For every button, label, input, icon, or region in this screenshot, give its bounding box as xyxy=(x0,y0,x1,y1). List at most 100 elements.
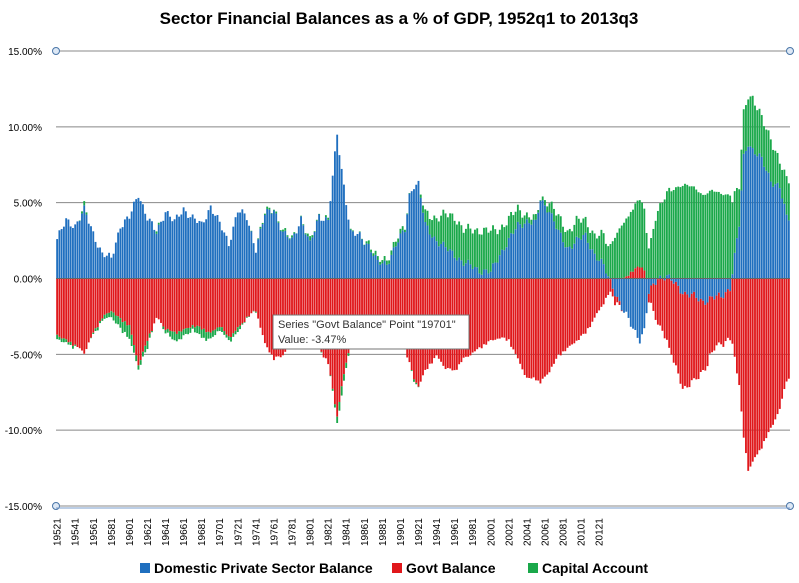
bar-govt[interactable] xyxy=(302,278,305,345)
bar-private[interactable] xyxy=(530,224,533,279)
bar-private[interactable] xyxy=(67,219,70,279)
bar-capital[interactable] xyxy=(708,190,711,279)
bar-capital[interactable] xyxy=(769,139,772,182)
bar-capital[interactable] xyxy=(198,326,201,335)
bar-private[interactable] xyxy=(708,278,711,297)
bar-private[interactable] xyxy=(740,190,743,279)
bar-private[interactable] xyxy=(713,278,716,300)
bar-private[interactable] xyxy=(410,191,413,279)
bar-govt[interactable] xyxy=(205,278,208,333)
bar-govt[interactable] xyxy=(288,278,291,340)
bar-govt[interactable] xyxy=(675,281,677,366)
bar-private[interactable] xyxy=(404,232,406,279)
bar-govt[interactable] xyxy=(469,278,472,356)
bar-govt[interactable] xyxy=(248,278,251,317)
bar-private[interactable] xyxy=(607,276,610,279)
bar-capital[interactable] xyxy=(625,218,628,277)
bar-govt[interactable] xyxy=(121,278,124,323)
bar-govt[interactable] xyxy=(760,278,763,449)
bar-capital[interactable] xyxy=(557,214,560,230)
bar-govt[interactable] xyxy=(492,278,494,341)
bar-capital[interactable] xyxy=(679,187,682,279)
bar-private[interactable] xyxy=(426,225,429,279)
bar-private[interactable] xyxy=(309,240,311,279)
bar-capital[interactable] xyxy=(279,230,282,231)
bar-govt[interactable] xyxy=(363,278,366,335)
bar-govt[interactable] xyxy=(241,278,244,324)
bar-capital[interactable] xyxy=(632,209,634,272)
bar-govt[interactable] xyxy=(611,288,614,297)
bar-capital[interactable] xyxy=(184,328,187,334)
bar-govt[interactable] xyxy=(756,278,759,455)
bar-govt[interactable] xyxy=(600,278,603,307)
bar-capital[interactable] xyxy=(232,333,235,337)
legend-swatch-private[interactable] xyxy=(140,563,150,573)
bar-private[interactable] xyxy=(72,227,74,279)
bar-govt[interactable] xyxy=(580,278,583,336)
bar-capital[interactable] xyxy=(243,322,246,323)
bar-capital[interactable] xyxy=(516,204,519,222)
bar-capital[interactable] xyxy=(544,200,546,206)
bar-private[interactable] xyxy=(146,220,149,279)
bar-private[interactable] xyxy=(245,220,248,279)
bar-govt[interactable] xyxy=(749,278,752,467)
bar-capital[interactable] xyxy=(638,200,641,268)
bar-capital[interactable] xyxy=(126,325,129,337)
bar-capital[interactable] xyxy=(713,191,716,279)
bar-private[interactable] xyxy=(69,226,72,279)
bar-private[interactable] xyxy=(487,273,490,279)
bar-capital[interactable] xyxy=(672,190,675,279)
bar-govt[interactable] xyxy=(708,296,711,354)
bar-private[interactable] xyxy=(87,223,90,279)
bar-capital[interactable] xyxy=(406,213,409,215)
bar-capital[interactable] xyxy=(742,109,745,154)
bar-capital[interactable] xyxy=(304,233,307,235)
bar-private[interactable] xyxy=(618,278,621,302)
bar-capital[interactable] xyxy=(372,253,375,257)
bar-private[interactable] xyxy=(598,260,601,279)
bar-capital[interactable] xyxy=(397,238,400,243)
bar-capital[interactable] xyxy=(365,241,368,244)
bar-govt[interactable] xyxy=(200,278,203,330)
bar-govt[interactable] xyxy=(399,278,402,338)
bar-govt[interactable] xyxy=(541,278,544,379)
bar-capital[interactable] xyxy=(462,232,465,266)
bar-capital[interactable] xyxy=(431,220,433,238)
bar-govt[interactable] xyxy=(254,278,257,312)
bar-private[interactable] xyxy=(591,249,594,279)
bar-capital[interactable] xyxy=(605,243,607,274)
bar-private[interactable] xyxy=(532,219,535,279)
bar-private[interactable] xyxy=(541,200,544,279)
bar-private[interactable] xyxy=(589,249,592,279)
bar-capital[interactable] xyxy=(602,233,605,265)
bar-private[interactable] xyxy=(191,214,194,279)
bar-govt[interactable] xyxy=(602,278,605,305)
bar-capital[interactable] xyxy=(609,243,612,279)
bar-govt[interactable] xyxy=(178,278,181,332)
bar-capital[interactable] xyxy=(92,332,95,334)
bar-capital[interactable] xyxy=(110,311,113,318)
bar-govt[interactable] xyxy=(742,278,745,438)
bar-capital[interactable] xyxy=(593,233,596,254)
bar-govt[interactable] xyxy=(180,278,183,332)
bar-govt[interactable] xyxy=(498,278,501,339)
bar-private[interactable] xyxy=(510,233,512,279)
bar-capital[interactable] xyxy=(67,342,70,345)
bar-private[interactable] xyxy=(756,156,759,279)
legend-swatch-capital[interactable] xyxy=(528,563,538,573)
bar-private[interactable] xyxy=(413,189,415,279)
bar-private[interactable] xyxy=(503,250,506,279)
bar-capital[interactable] xyxy=(623,222,625,278)
bar-private[interactable] xyxy=(78,220,81,279)
bar-private[interactable] xyxy=(225,235,228,279)
bar-govt[interactable] xyxy=(65,278,68,340)
bar-private[interactable] xyxy=(783,203,786,279)
bar-govt[interactable] xyxy=(232,278,235,334)
bar-private[interactable] xyxy=(279,230,282,279)
bar-capital[interactable] xyxy=(478,234,481,274)
bar-private[interactable] xyxy=(647,278,650,294)
bar-capital[interactable] xyxy=(248,316,251,317)
bar-govt[interactable] xyxy=(733,278,736,357)
bar-private[interactable] xyxy=(358,232,361,279)
bar-govt[interactable] xyxy=(367,278,370,328)
